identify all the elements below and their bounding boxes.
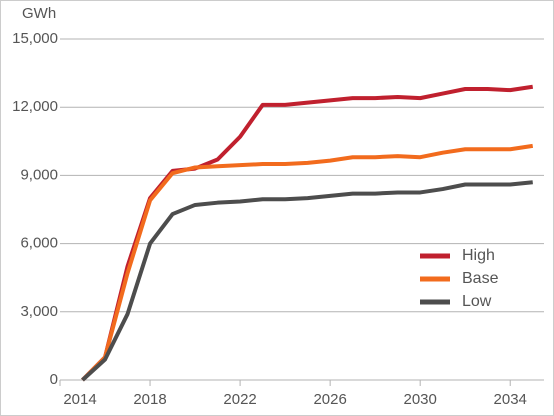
y-tick-label: 15,000 — [12, 30, 58, 47]
y-axis-label: GWh — [22, 5, 56, 22]
y-tick-label: 9,000 — [20, 166, 58, 183]
x-tick-label: 2026 — [313, 391, 346, 408]
line-series — [81, 84, 534, 382]
x-tick-label: 2034 — [494, 391, 527, 408]
line-series — [81, 180, 533, 382]
y-tick-label: 3,000 — [20, 303, 58, 320]
y-tick-label: 12,000 — [12, 98, 58, 115]
y-tick-label: 6,000 — [20, 235, 58, 252]
x-tick-label: 2014 — [63, 391, 96, 408]
x-tick-label: 2018 — [133, 391, 166, 408]
legend-label: High — [462, 247, 495, 264]
line-series — [81, 143, 534, 382]
x-tick-label: 2030 — [403, 391, 436, 408]
y-tick-label: 0 — [50, 371, 58, 388]
x-tick-label: 2022 — [223, 391, 256, 408]
legend-label: Low — [462, 293, 492, 310]
legend-label: Base — [462, 270, 499, 287]
